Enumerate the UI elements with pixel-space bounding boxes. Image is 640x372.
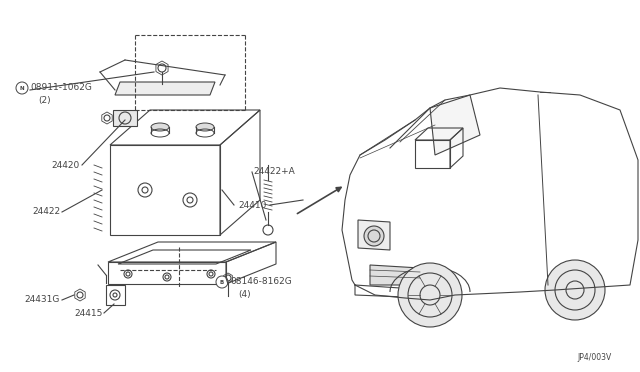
Ellipse shape <box>196 123 214 131</box>
Text: 24415: 24415 <box>75 310 103 318</box>
Circle shape <box>545 260 605 320</box>
Circle shape <box>364 226 384 246</box>
Text: 24422+A: 24422+A <box>253 167 295 176</box>
Polygon shape <box>342 88 638 300</box>
Text: (2): (2) <box>38 96 51 105</box>
Text: 24422: 24422 <box>32 208 60 217</box>
Polygon shape <box>358 220 390 250</box>
Ellipse shape <box>151 123 169 131</box>
Text: 24410: 24410 <box>238 201 266 209</box>
Text: 08146-8162G: 08146-8162G <box>230 278 292 286</box>
Text: 24431G: 24431G <box>24 295 60 305</box>
Circle shape <box>398 263 462 327</box>
Text: B: B <box>220 279 224 285</box>
Circle shape <box>16 82 28 94</box>
Polygon shape <box>115 82 215 95</box>
Circle shape <box>216 276 228 288</box>
Text: (4): (4) <box>238 291 251 299</box>
Text: 08911-1062G: 08911-1062G <box>30 83 92 93</box>
Polygon shape <box>430 95 480 155</box>
Text: JP4/003V: JP4/003V <box>578 353 612 362</box>
Text: N: N <box>20 86 24 90</box>
Text: 24420: 24420 <box>52 160 80 170</box>
Polygon shape <box>370 265 420 285</box>
Polygon shape <box>113 110 137 126</box>
